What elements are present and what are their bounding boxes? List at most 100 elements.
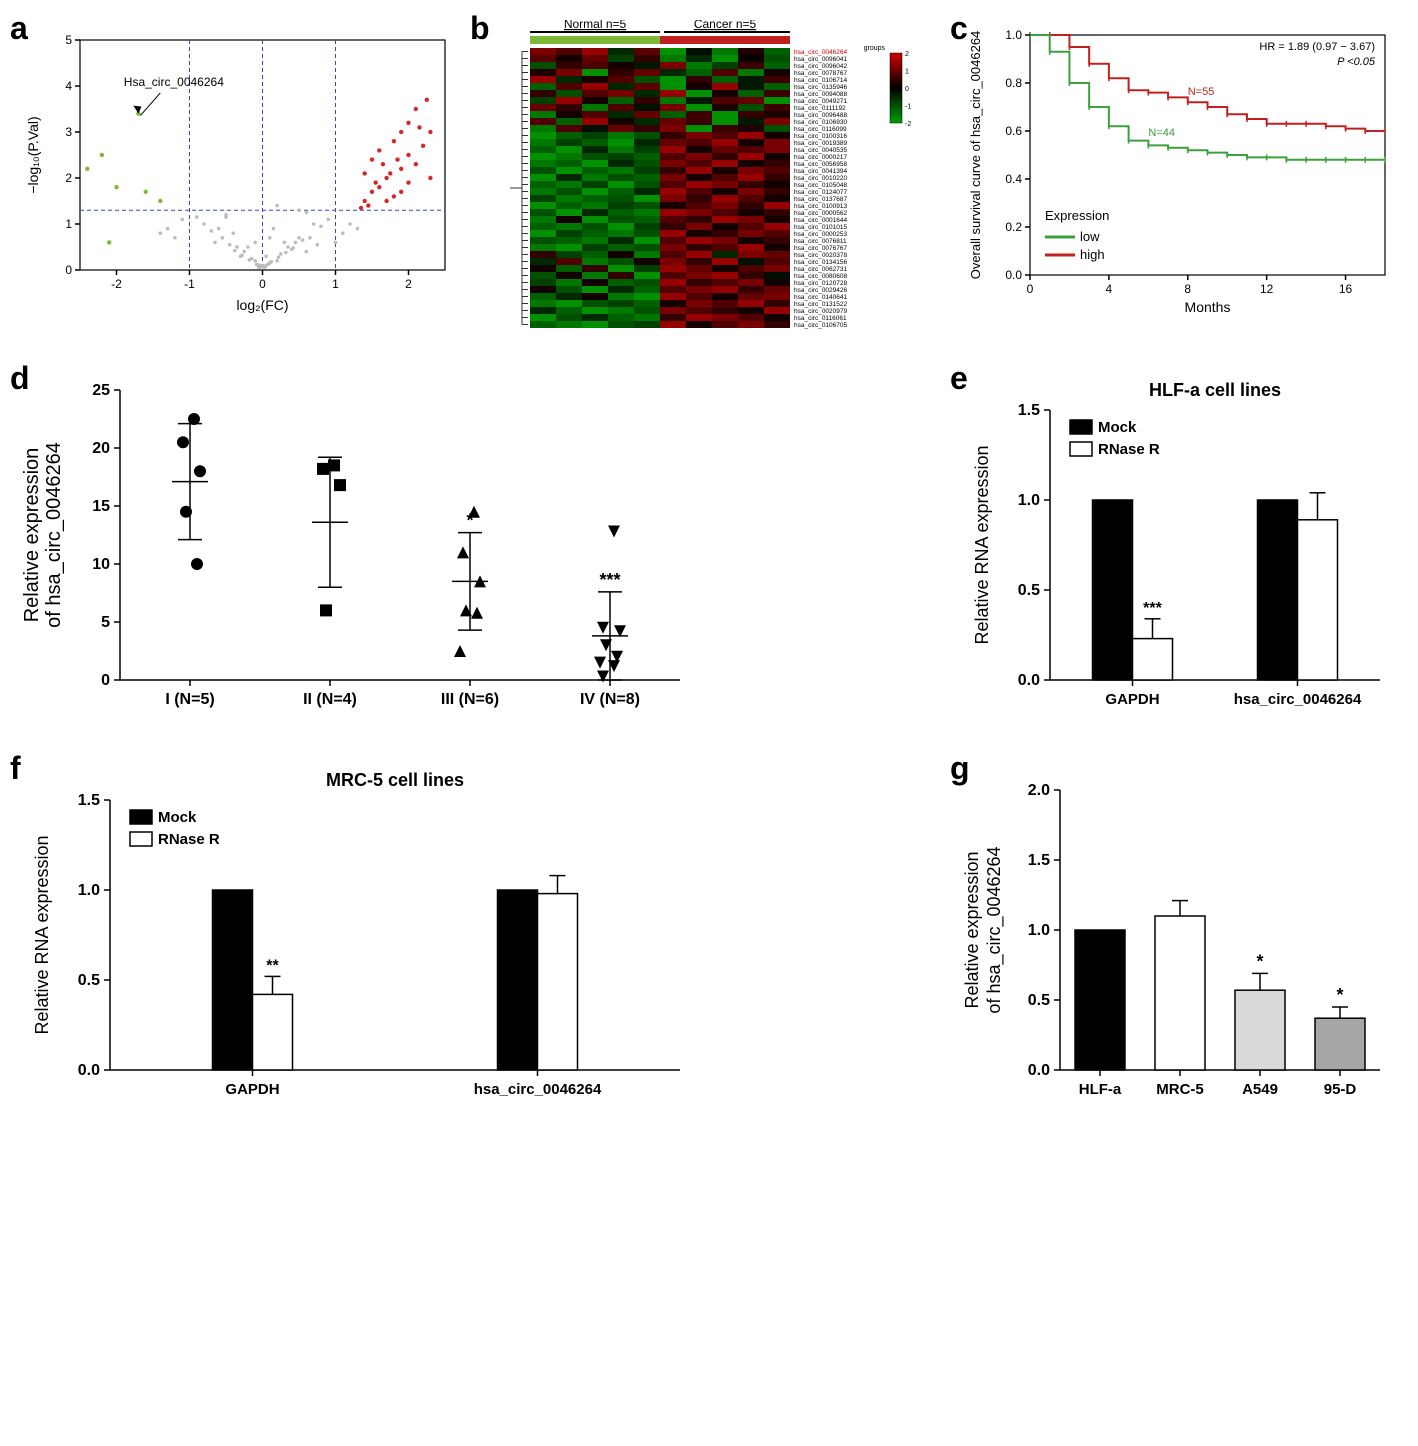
svg-text:0.0: 0.0 bbox=[1018, 672, 1040, 689]
svg-text:5: 5 bbox=[65, 33, 72, 47]
svg-text:0.0: 0.0 bbox=[1005, 268, 1022, 282]
svg-text:0.0: 0.0 bbox=[1028, 1062, 1050, 1079]
svg-text:RNase R: RNase R bbox=[158, 831, 220, 848]
svg-text:hsa_circ_0076767: hsa_circ_0076767 bbox=[794, 245, 848, 252]
svg-text:hsa_circ_0094088: hsa_circ_0094088 bbox=[794, 91, 848, 98]
svg-text:2.0: 2.0 bbox=[1028, 782, 1050, 799]
svg-text:1: 1 bbox=[905, 69, 909, 76]
svg-text:MRC-5: MRC-5 bbox=[1156, 1081, 1204, 1098]
svg-text:0.2: 0.2 bbox=[1005, 220, 1022, 234]
svg-text:Expression: Expression bbox=[1045, 208, 1109, 223]
svg-text:GAPDH: GAPDH bbox=[1105, 691, 1159, 708]
svg-text:hsa_circ_0000562: hsa_circ_0000562 bbox=[794, 210, 848, 217]
svg-text:1.5: 1.5 bbox=[1018, 402, 1040, 419]
svg-text:hsa_circ_0096488: hsa_circ_0096488 bbox=[794, 112, 848, 119]
svg-text:hsa_circ_0140641: hsa_circ_0140641 bbox=[794, 294, 848, 301]
svg-text:0: 0 bbox=[259, 277, 266, 291]
svg-text:hsa_circ_0120728: hsa_circ_0120728 bbox=[794, 280, 848, 287]
svg-text:hsa_circ_0105048: hsa_circ_0105048 bbox=[794, 182, 848, 189]
svg-text:hsa_circ_0076811: hsa_circ_0076811 bbox=[794, 238, 847, 245]
svg-text:HLF-a: HLF-a bbox=[1079, 1081, 1122, 1098]
svg-text:−log₁₀(P.Val): −log₁₀(P.Val) bbox=[25, 116, 41, 193]
svg-text:hsa_circ_0000253: hsa_circ_0000253 bbox=[794, 231, 848, 238]
svg-text:2: 2 bbox=[65, 171, 72, 185]
svg-text:hsa_circ_0134156: hsa_circ_0134156 bbox=[794, 259, 848, 266]
svg-text:hsa_circ_0049271: hsa_circ_0049271 bbox=[794, 98, 848, 105]
svg-text:hsa_circ_0080608: hsa_circ_0080608 bbox=[794, 273, 848, 280]
svg-text:hsa_circ_0137687: hsa_circ_0137687 bbox=[794, 196, 848, 203]
svg-text:1.0: 1.0 bbox=[1028, 922, 1050, 939]
svg-text:1.5: 1.5 bbox=[1028, 852, 1050, 869]
svg-text:hsa_circ_0040535: hsa_circ_0040535 bbox=[794, 147, 848, 154]
svg-text:RNase R: RNase R bbox=[1098, 441, 1160, 458]
svg-text:high: high bbox=[1080, 247, 1105, 262]
panel-e-label: e bbox=[950, 360, 968, 397]
svg-text:Months: Months bbox=[1185, 299, 1231, 315]
svg-text:0.4: 0.4 bbox=[1005, 172, 1022, 186]
svg-text:1.0: 1.0 bbox=[78, 882, 100, 899]
svg-text:Relative RNA expression: Relative RNA expression bbox=[32, 835, 52, 1034]
svg-text:Hsa_circ_0046264: Hsa_circ_0046264 bbox=[124, 75, 224, 89]
svg-text:4: 4 bbox=[65, 79, 72, 93]
barplot-mrc5: MRC-5 cell lines0.00.51.01.5MockRNase R*… bbox=[20, 760, 700, 1120]
svg-text:II (N=4): II (N=4) bbox=[303, 691, 357, 708]
svg-text:groups: groups bbox=[864, 45, 886, 52]
svg-text:12: 12 bbox=[1260, 282, 1274, 296]
svg-text:**: ** bbox=[266, 957, 279, 974]
svg-text:hsa_circ_0101015: hsa_circ_0101015 bbox=[794, 224, 848, 231]
svg-text:I (N=5): I (N=5) bbox=[165, 691, 214, 708]
svg-text:0.6: 0.6 bbox=[1005, 124, 1022, 138]
svg-text:15: 15 bbox=[92, 498, 110, 515]
svg-text:hsa_circ_0106930: hsa_circ_0106930 bbox=[794, 119, 848, 126]
svg-text:8: 8 bbox=[1184, 282, 1191, 296]
panel-c: c 04812160.00.20.40.60.81.0MonthsOverall… bbox=[960, 20, 1400, 340]
svg-text:hsa_circ_0100316: hsa_circ_0100316 bbox=[794, 133, 848, 140]
heatmap: Normal n=5Cancer n=5hsa_circ_0046264hsa_… bbox=[480, 20, 940, 340]
svg-text:hsa_circ_0010220: hsa_circ_0010220 bbox=[794, 175, 848, 182]
barplot-celllines: 0.00.51.01.52.0HLF-aMRC-5*A549*95-DRelat… bbox=[960, 760, 1400, 1120]
svg-text:A549: A549 bbox=[1242, 1081, 1278, 1098]
panel-e: e HLF-a cell lines0.00.51.01.5MockRNase … bbox=[960, 370, 1400, 730]
svg-text:hsa_circ_0124077: hsa_circ_0124077 bbox=[794, 189, 848, 196]
svg-text:***: *** bbox=[599, 570, 620, 590]
svg-text:2: 2 bbox=[905, 51, 909, 58]
svg-text:1.5: 1.5 bbox=[78, 792, 100, 809]
svg-text:hsa_circ_0046264: hsa_circ_0046264 bbox=[1234, 691, 1362, 708]
svg-text:log₂(FC): log₂(FC) bbox=[236, 297, 288, 313]
svg-text:low: low bbox=[1080, 229, 1100, 244]
svg-text:IV (N=8): IV (N=8) bbox=[580, 691, 640, 708]
svg-text:hsa_circ_0116061: hsa_circ_0116061 bbox=[794, 315, 847, 322]
panel-b-label: b bbox=[470, 10, 490, 47]
svg-text:hsa_circ_0096042: hsa_circ_0096042 bbox=[794, 63, 848, 70]
svg-text:hsa_circ_0041394: hsa_circ_0041394 bbox=[794, 168, 848, 175]
svg-text:hsa_circ_0116099: hsa_circ_0116099 bbox=[794, 126, 847, 133]
svg-text:hsa_circ_0131522: hsa_circ_0131522 bbox=[794, 301, 848, 308]
svg-text:0: 0 bbox=[1027, 282, 1034, 296]
volcano-plot: Hsa_circ_0046264-2-1012012345log₂(FC)−lo… bbox=[20, 20, 460, 320]
panel-b: b Normal n=5Cancer n=5hsa_circ_0046264hs… bbox=[480, 20, 940, 340]
panel-d-label: d bbox=[10, 360, 30, 397]
svg-text:hsa_circ_0029426: hsa_circ_0029426 bbox=[794, 287, 848, 294]
svg-text:0.0: 0.0 bbox=[78, 1062, 100, 1079]
svg-text:hsa_circ_0019389: hsa_circ_0019389 bbox=[794, 140, 848, 147]
svg-text:hsa_circ_0078767: hsa_circ_0078767 bbox=[794, 70, 848, 77]
barplot-hlfa: HLF-a cell lines0.00.51.01.5MockRNase R*… bbox=[960, 370, 1400, 730]
svg-text:-2: -2 bbox=[905, 121, 911, 128]
svg-text:0: 0 bbox=[905, 86, 909, 93]
svg-text:hsa_circ_0056958: hsa_circ_0056958 bbox=[794, 161, 848, 168]
svg-text:20: 20 bbox=[92, 440, 110, 457]
svg-text:Relative expressionof hsa_circ: Relative expressionof hsa_circ_0046264 bbox=[962, 846, 1005, 1013]
svg-text:Relative RNA expression: Relative RNA expression bbox=[972, 445, 992, 644]
dotplot: 0510152025I (N=5)II (N=4)III (N=6)*IV (N… bbox=[20, 370, 700, 730]
svg-text:HR = 1.89 (0.97 − 3.67): HR = 1.89 (0.97 − 3.67) bbox=[1259, 41, 1375, 53]
svg-text:N=55: N=55 bbox=[1188, 86, 1215, 98]
svg-text:*: * bbox=[1336, 985, 1343, 1005]
svg-text:III (N=6): III (N=6) bbox=[441, 691, 499, 708]
svg-text:10: 10 bbox=[92, 556, 110, 573]
svg-text:Normal n=5: Normal n=5 bbox=[564, 20, 627, 31]
svg-text:HLF-a cell lines: HLF-a cell lines bbox=[1149, 380, 1281, 400]
svg-text:25: 25 bbox=[92, 382, 110, 399]
svg-text:2: 2 bbox=[405, 277, 412, 291]
svg-text:***: *** bbox=[1143, 600, 1162, 617]
svg-text:1.0: 1.0 bbox=[1005, 28, 1022, 42]
